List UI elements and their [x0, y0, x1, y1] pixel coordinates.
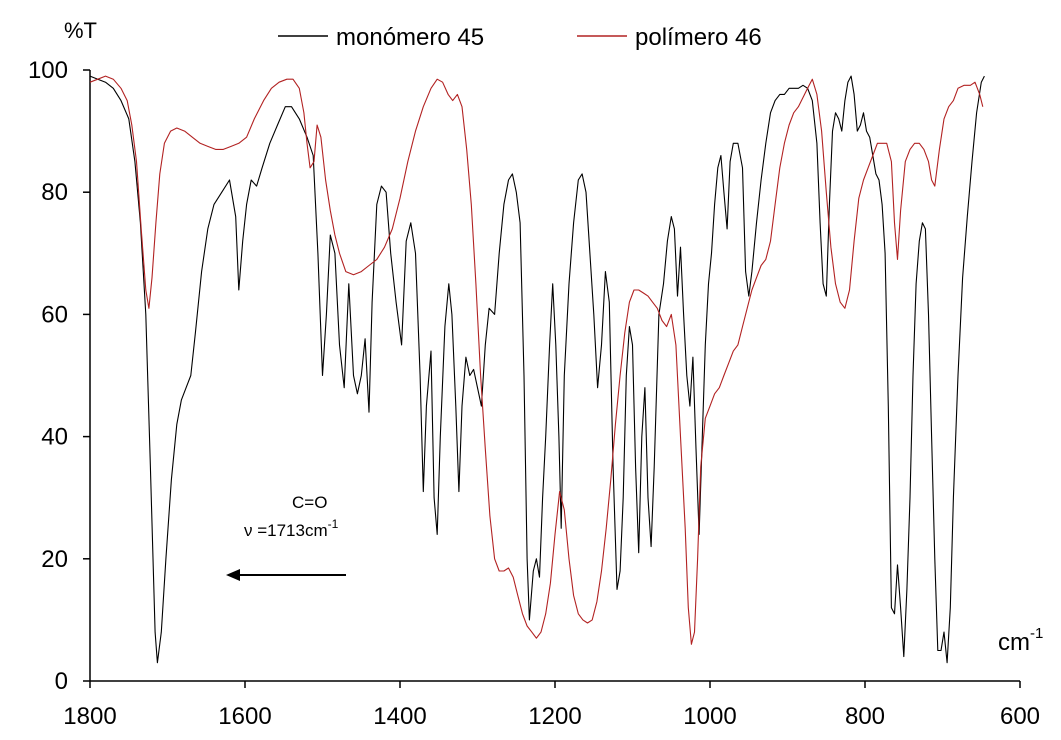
x-tick-label: 1600	[218, 703, 271, 730]
annotation-bond-label: C=O	[292, 493, 327, 512]
y-tick-label: 0	[55, 668, 68, 695]
x-axis-label-sup: -1	[1030, 625, 1043, 642]
legend-label-monomero: monómero 45	[336, 24, 484, 51]
annotation-frequency-label: ν =1713cm-1	[244, 517, 339, 540]
legend: monómero 45 polímero 46	[278, 24, 762, 51]
y-tick-label: 80	[41, 179, 68, 206]
annotation-frequency-sup: -1	[328, 517, 339, 531]
x-tick-label: 1400	[373, 703, 426, 730]
x-tick-label: 1800	[63, 703, 116, 730]
series-line-monomero-45	[89, 75, 985, 664]
y-tick-label: 100	[28, 57, 68, 84]
y-tick-label: 20	[41, 546, 68, 573]
x-axis-label: cm-1	[998, 625, 1043, 656]
annotation-arrow-head	[226, 569, 240, 581]
series-line-polimero-46	[89, 75, 984, 645]
x-tick-label: 1200	[528, 703, 581, 730]
y-axis-label: %T	[64, 18, 97, 43]
x-axis-ticks: 1800 1600 1400 1200 1000 800 600	[63, 681, 1040, 730]
x-tick-label: 1000	[683, 703, 736, 730]
y-tick-label: 60	[41, 301, 68, 328]
x-tick-label: 600	[1000, 703, 1040, 730]
y-tick-label: 40	[41, 424, 68, 451]
annotation-frequency-main: ν =1713cm	[244, 521, 328, 540]
legend-label-polimero: polímero 46	[635, 24, 762, 51]
y-axis-ticks: 0 20 40 60 80 100	[28, 57, 90, 695]
x-axis-label-main: cm	[998, 629, 1030, 656]
x-tick-label: 800	[845, 703, 885, 730]
carbonyl-annotation: C=O ν =1713cm-1	[226, 493, 346, 581]
